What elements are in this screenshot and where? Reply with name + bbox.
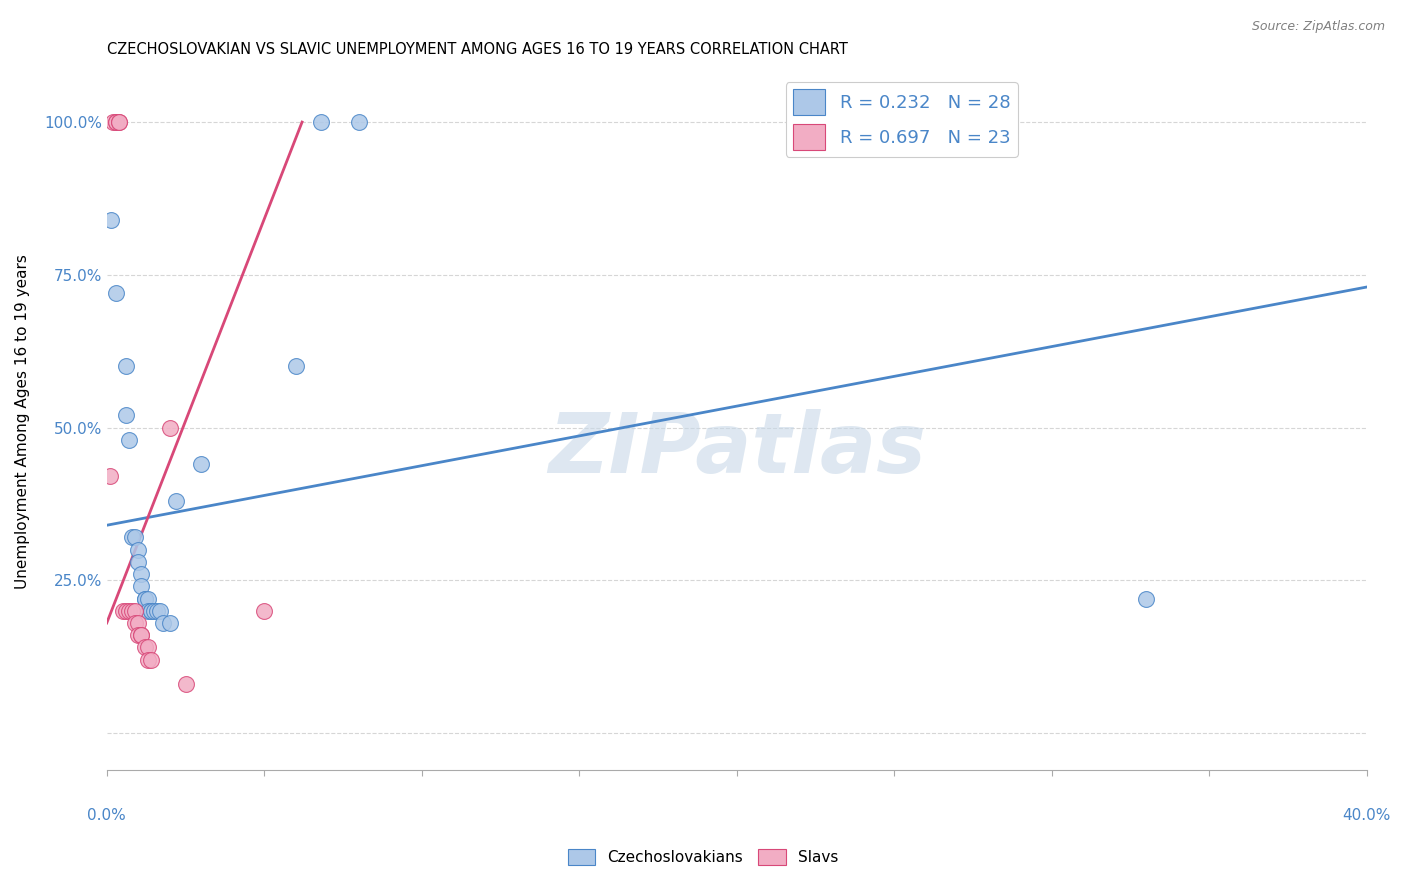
Point bbox=[136, 640, 159, 655]
Point bbox=[139, 653, 162, 667]
Point bbox=[152, 615, 174, 630]
Point bbox=[131, 567, 153, 582]
Point bbox=[134, 591, 156, 606]
Point bbox=[121, 531, 143, 545]
Point bbox=[139, 604, 162, 618]
Text: CZECHOSLOVAKIAN VS SLAVIC UNEMPLOYMENT AMONG AGES 16 TO 19 YEARS CORRELATION CHA: CZECHOSLOVAKIAN VS SLAVIC UNEMPLOYMENT A… bbox=[107, 42, 848, 57]
Point bbox=[190, 457, 212, 471]
Point bbox=[124, 604, 146, 618]
Point bbox=[108, 115, 131, 129]
Point bbox=[347, 115, 370, 129]
Point bbox=[143, 604, 166, 618]
Point bbox=[159, 615, 181, 630]
Point bbox=[114, 409, 136, 423]
Point bbox=[174, 677, 197, 691]
Point bbox=[136, 604, 159, 618]
Point bbox=[100, 212, 122, 227]
Point bbox=[131, 628, 153, 642]
Point bbox=[105, 286, 128, 301]
Point bbox=[114, 359, 136, 374]
Point bbox=[98, 469, 121, 483]
Point bbox=[111, 604, 134, 618]
Text: Source: ZipAtlas.com: Source: ZipAtlas.com bbox=[1251, 20, 1385, 33]
Point bbox=[165, 493, 187, 508]
Legend: Czechoslovakians, Slavs: Czechoslovakians, Slavs bbox=[561, 843, 845, 871]
Point bbox=[134, 640, 156, 655]
Point bbox=[127, 555, 149, 569]
Point bbox=[105, 115, 128, 129]
Text: ZIPatlas: ZIPatlas bbox=[548, 409, 925, 490]
Point bbox=[118, 433, 141, 447]
Point bbox=[136, 591, 159, 606]
Text: 40.0%: 40.0% bbox=[1343, 808, 1391, 823]
Legend: R = 0.232   N = 28, R = 0.697   N = 23: R = 0.232 N = 28, R = 0.697 N = 23 bbox=[786, 82, 1018, 157]
Point bbox=[149, 604, 172, 618]
Point bbox=[118, 604, 141, 618]
Point bbox=[105, 115, 128, 129]
Point bbox=[1135, 591, 1157, 606]
Point bbox=[121, 604, 143, 618]
Point bbox=[284, 359, 307, 374]
Point bbox=[136, 653, 159, 667]
Point bbox=[127, 615, 149, 630]
Point bbox=[134, 591, 156, 606]
Point bbox=[131, 579, 153, 593]
Point bbox=[124, 531, 146, 545]
Y-axis label: Unemployment Among Ages 16 to 19 years: Unemployment Among Ages 16 to 19 years bbox=[15, 254, 30, 589]
Point bbox=[101, 115, 124, 129]
Point bbox=[146, 604, 169, 618]
Point bbox=[127, 628, 149, 642]
Point bbox=[309, 115, 332, 129]
Point bbox=[127, 542, 149, 557]
Text: 0.0%: 0.0% bbox=[87, 808, 127, 823]
Point bbox=[139, 604, 162, 618]
Point bbox=[124, 615, 146, 630]
Point bbox=[114, 604, 136, 618]
Point bbox=[108, 115, 131, 129]
Point bbox=[131, 628, 153, 642]
Point bbox=[253, 604, 276, 618]
Point bbox=[159, 420, 181, 434]
